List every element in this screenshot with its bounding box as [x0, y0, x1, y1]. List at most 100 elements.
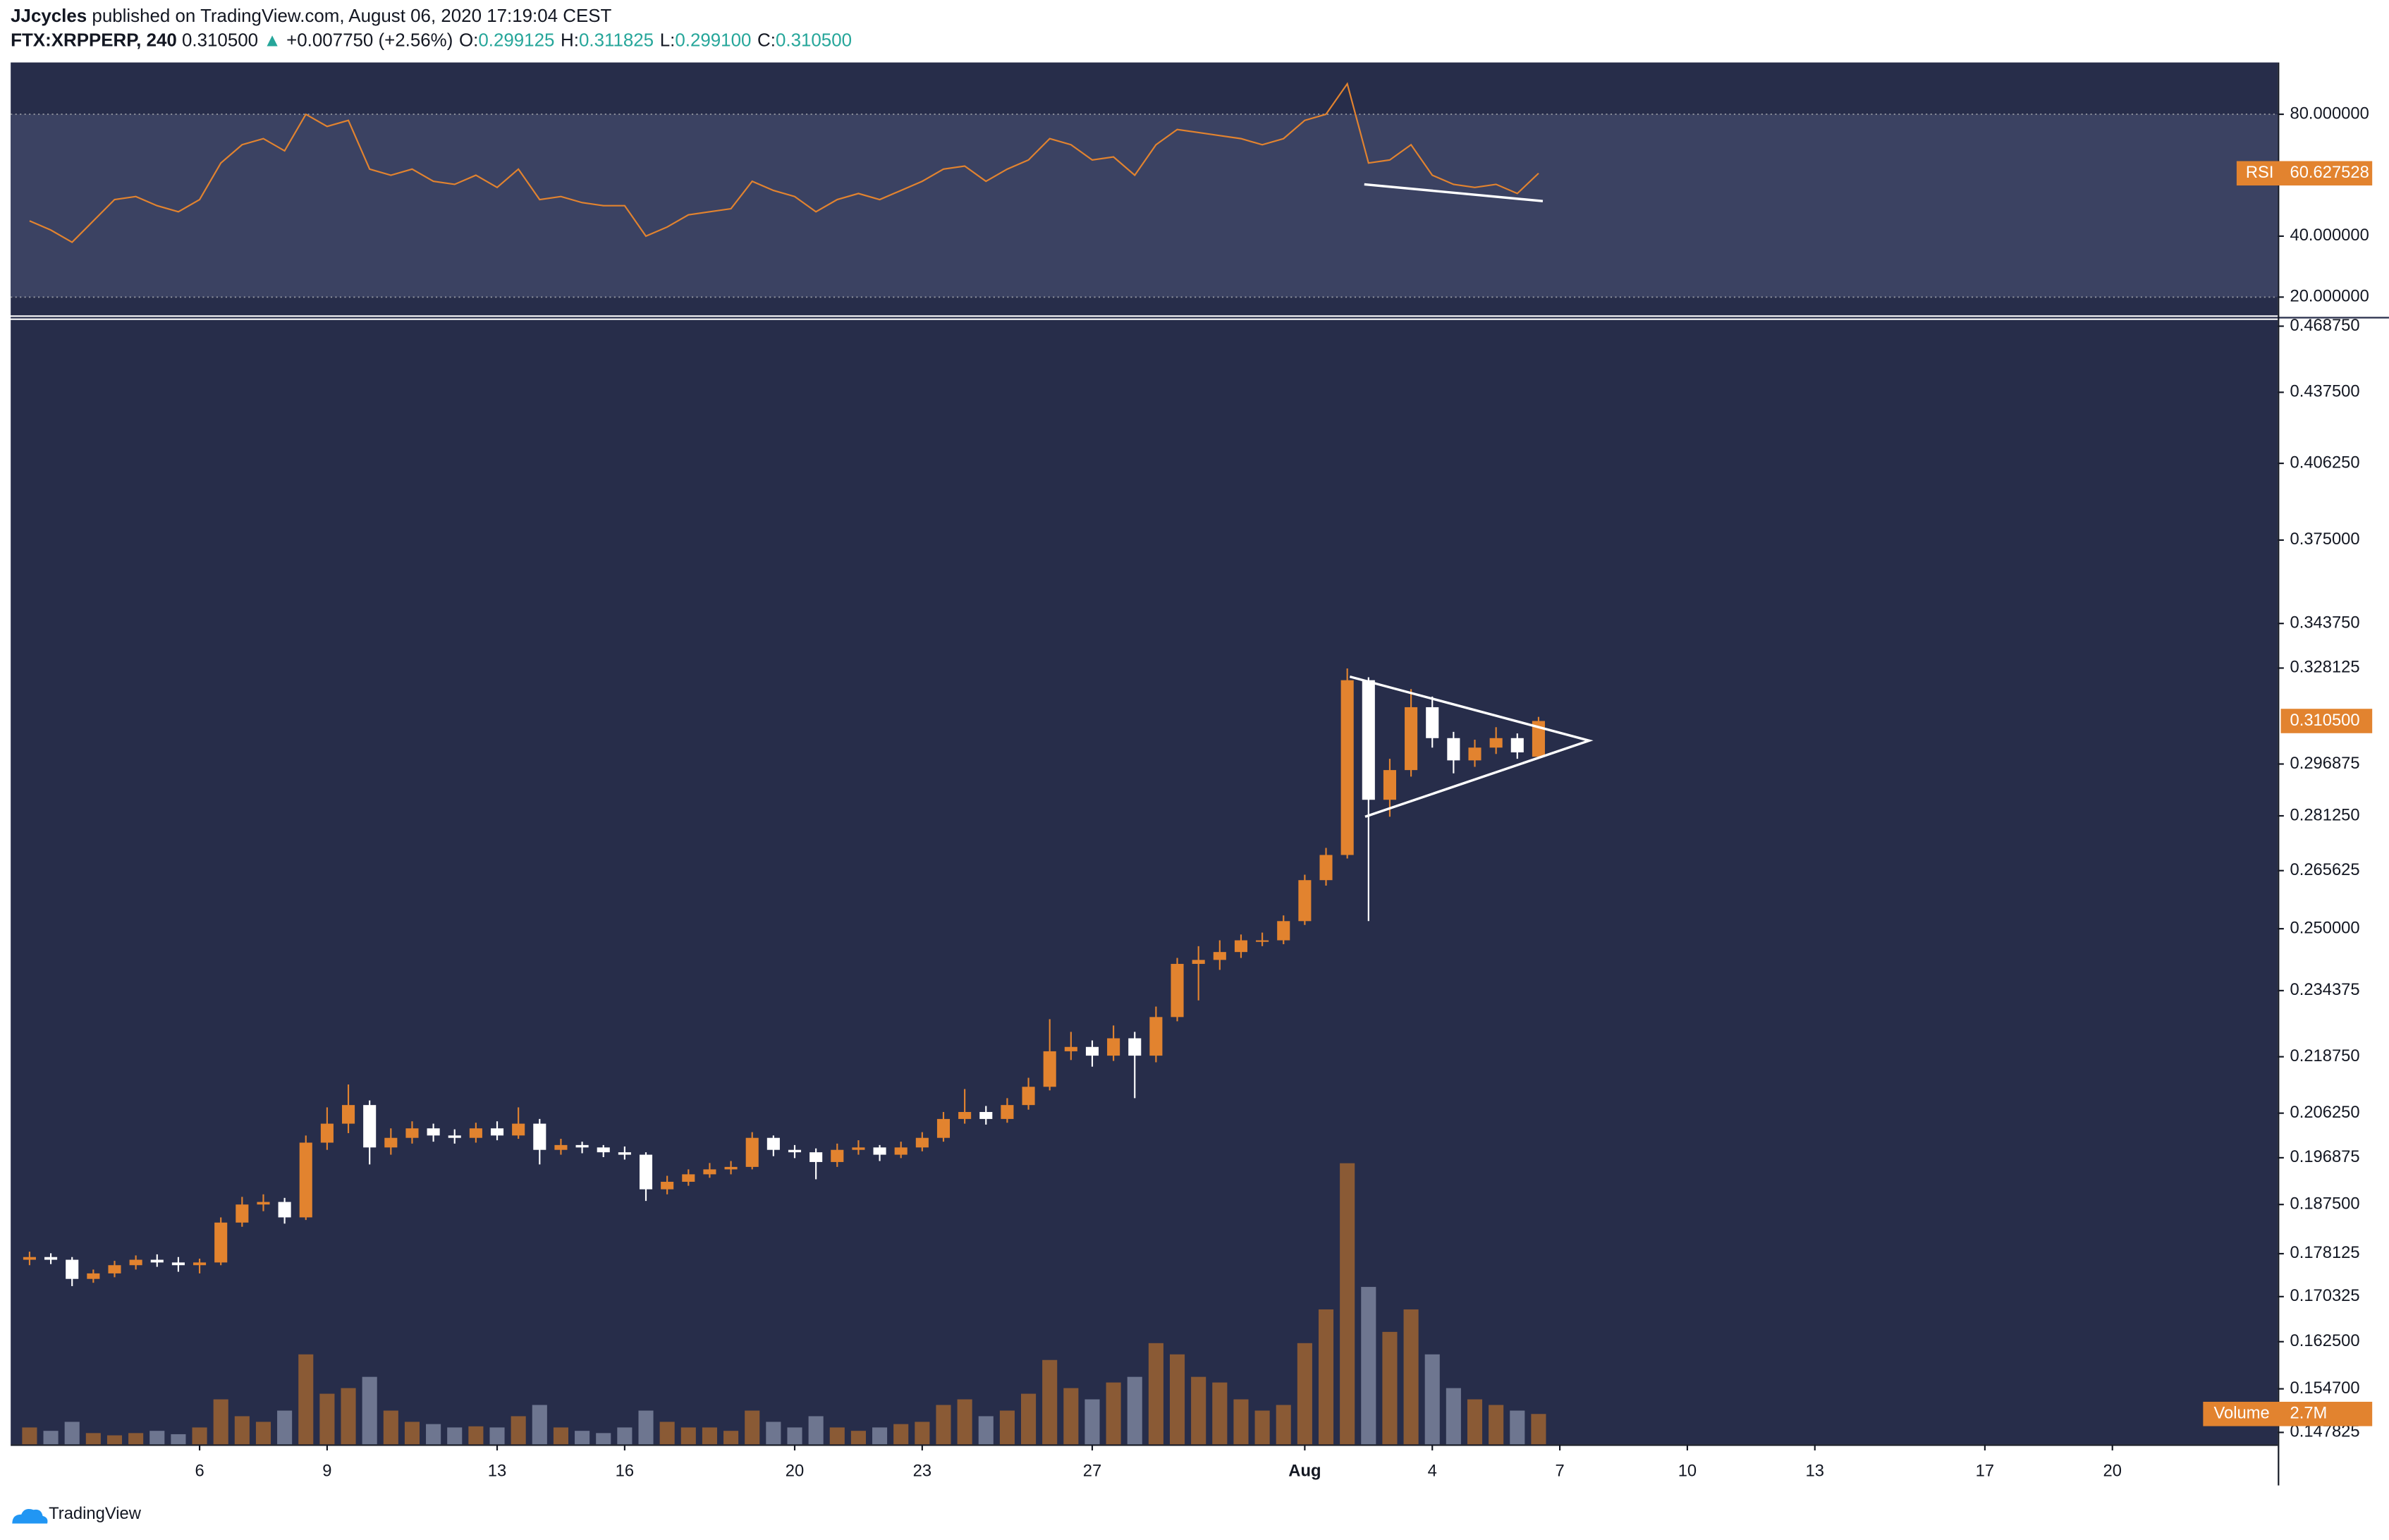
volume-bar	[957, 1399, 972, 1445]
y-tick-label: 20.000000	[2290, 287, 2369, 306]
y-tick-label: 0.170325	[2290, 1286, 2360, 1305]
ohlc-label: H:	[561, 30, 579, 50]
volume-bar	[1127, 1376, 1142, 1445]
volume-bar	[1063, 1388, 1079, 1445]
volume-bar	[1361, 1287, 1376, 1445]
y-tick-label: 40.000000	[2290, 226, 2369, 245]
volume-bar	[43, 1431, 59, 1445]
candle-body	[1383, 770, 1396, 800]
ohlc-value: 0.310500	[776, 30, 852, 50]
candle-body	[108, 1265, 121, 1273]
y-tick-label: 80.000000	[2290, 104, 2369, 123]
trend-line	[1364, 183, 1544, 202]
candle-body	[490, 1128, 504, 1136]
volume-bar	[617, 1427, 633, 1445]
ohlc-value: 0.299125	[478, 30, 554, 50]
y-tick-label: 0.178125	[2290, 1243, 2360, 1262]
y-tick-label: 0.196875	[2290, 1147, 2360, 1166]
volume-bar	[426, 1424, 441, 1445]
change: +0.007750 (+2.56%)	[286, 30, 453, 50]
candle-body	[469, 1128, 482, 1138]
x-tick-label: 4	[1428, 1461, 1437, 1480]
volume-bar	[999, 1410, 1015, 1445]
volume-bar	[575, 1431, 590, 1445]
x-tick-label: 20	[786, 1461, 804, 1480]
volume-bar	[128, 1433, 144, 1445]
candle-body	[1510, 738, 1524, 752]
volume-bar	[1276, 1405, 1291, 1445]
volume-bar	[723, 1431, 739, 1445]
volume-bar	[64, 1422, 80, 1445]
candle-body	[1192, 960, 1205, 964]
candle-body	[958, 1111, 972, 1119]
volume-bar	[1191, 1376, 1206, 1445]
candle-body	[682, 1174, 695, 1182]
volume-bar	[511, 1416, 526, 1445]
volume-bar	[362, 1376, 377, 1445]
candle-body	[936, 1118, 951, 1138]
volume-bar	[1212, 1382, 1228, 1445]
candle-body	[66, 1259, 79, 1279]
candle-body	[87, 1273, 100, 1279]
y-tick-label: 0.154700	[2290, 1379, 2360, 1398]
y-tick-label: 0.162500	[2290, 1331, 2360, 1350]
candle-body	[150, 1259, 164, 1263]
last-price-label: 0.310500	[2290, 711, 2360, 730]
ohlc-value: 0.299100	[675, 30, 751, 50]
volume-bar	[149, 1431, 165, 1445]
candle-body	[597, 1147, 610, 1153]
candle-body	[193, 1262, 207, 1266]
candle-body	[809, 1152, 823, 1162]
candle-body	[405, 1128, 419, 1138]
volume-bar	[341, 1388, 356, 1445]
candle-body	[1064, 1046, 1077, 1051]
candle-body	[1532, 721, 1545, 757]
candle-body	[618, 1152, 631, 1155]
candle-body	[1426, 707, 1439, 738]
header-line: FTX:XRPPERP, 240 0.310500 ▲ +0.007750 (+…	[11, 30, 852, 50]
candle-body	[299, 1142, 312, 1218]
rsi-line	[29, 82, 1539, 243]
candle-body	[831, 1149, 844, 1162]
volume-bar	[893, 1424, 909, 1445]
volume-bar	[1489, 1405, 1504, 1445]
candle-body	[1001, 1105, 1014, 1119]
y-tick-label: 0.218750	[2290, 1046, 2360, 1065]
last-price-box	[2280, 709, 2373, 733]
rsi-value: 60.627528	[2290, 163, 2369, 182]
volume-bar	[553, 1427, 569, 1445]
volume-bar	[213, 1399, 228, 1445]
y-tick-label: 0.281250	[2290, 805, 2360, 824]
candle-body	[23, 1257, 36, 1260]
y-tick-label: 0.206250	[2290, 1103, 2360, 1122]
rsi-box	[2236, 161, 2373, 186]
candle-body	[873, 1147, 886, 1155]
ohlc-label: C:	[757, 30, 776, 50]
y-tick-label: 0.187500	[2290, 1194, 2360, 1213]
candle-body	[533, 1123, 546, 1150]
candle-body	[278, 1202, 291, 1218]
y-tick-label: 0.375000	[2290, 530, 2360, 549]
y-tick-label: 0.265625	[2290, 860, 2360, 879]
candle-body	[1234, 940, 1248, 953]
candle-body	[257, 1202, 270, 1205]
candle-body	[979, 1111, 993, 1119]
logo	[12, 1508, 48, 1524]
volume-bar	[1148, 1343, 1163, 1445]
volume-bar	[277, 1410, 293, 1445]
volume-bar	[255, 1422, 271, 1445]
volume-bar	[596, 1433, 611, 1445]
volume-bar	[978, 1416, 994, 1445]
volume-bar	[1042, 1359, 1058, 1445]
candle-body	[1107, 1038, 1120, 1056]
ohlc-value: 0.311825	[579, 30, 654, 50]
candle-body	[575, 1144, 589, 1148]
volume-bar	[447, 1427, 463, 1445]
candle-body	[214, 1222, 228, 1263]
x-tick-label: 13	[1806, 1461, 1824, 1480]
volume-bar	[915, 1422, 930, 1445]
candle-body	[129, 1259, 142, 1266]
candle-body	[384, 1137, 398, 1148]
candle-body	[661, 1181, 674, 1190]
